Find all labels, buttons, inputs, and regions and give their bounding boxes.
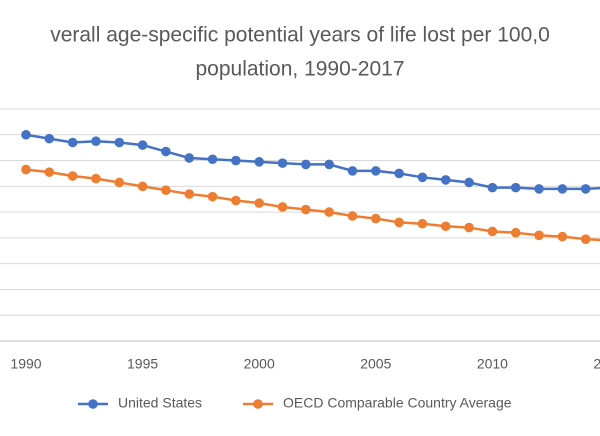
data-point [417,172,428,183]
data-point [231,195,241,206]
data-point [324,159,334,170]
data-point [207,154,218,165]
data-point [21,129,31,140]
data-point [510,182,521,193]
data-point [371,166,381,176]
data-point [324,207,334,217]
data-point [21,164,31,175]
data-point [417,218,428,229]
data-point [44,133,55,144]
data-point [91,173,101,184]
legend-marker [253,399,263,409]
data-point [277,158,288,168]
data-point [137,140,148,150]
data-point [580,234,591,244]
data-point [67,137,78,148]
data-point [207,191,218,202]
data-point [534,230,544,241]
data-point [394,217,404,228]
x-tick-label: 2005 [360,356,391,372]
series-line [25,133,600,191]
data-point [161,146,171,157]
data-point [510,227,521,238]
data-point [440,175,451,185]
legend-label: OECD Comparable Country Average [283,395,512,411]
data-point [254,157,264,167]
data-point [161,185,171,195]
data-point [114,177,125,188]
data-point [67,171,78,181]
data-point [487,226,498,237]
legend-marker [88,399,98,409]
data-point [347,211,358,221]
data-point [254,198,264,208]
data-point [464,222,474,233]
x-tick-label: 1995 [127,356,158,372]
data-point [184,153,195,163]
x-tick-label: 2000 [244,356,275,372]
data-point [114,137,125,148]
data-point [347,166,358,176]
series-line [25,168,600,242]
data-point [557,184,568,194]
data-point [231,155,241,166]
data-point [487,182,498,193]
data-point [44,167,55,177]
data-point [440,221,451,232]
data-point [557,231,568,242]
data-point [394,168,404,179]
data-point [464,177,474,188]
chart-title: verall age-specific potential years of l… [50,24,550,47]
chart-title: population, 1990-2017 [195,58,404,81]
x-tick-label: 2010 [477,356,508,372]
data-point [534,184,544,194]
data-point [301,159,311,170]
data-point [91,136,101,147]
data-point [137,181,148,192]
data-point [580,184,591,194]
data-point [301,204,311,215]
legend-label: United States [118,395,202,411]
data-point [184,189,195,199]
data-point [277,202,288,212]
x-tick-label: 2015 [593,356,600,372]
x-tick-label: 1990 [10,356,41,372]
data-point [371,213,381,224]
